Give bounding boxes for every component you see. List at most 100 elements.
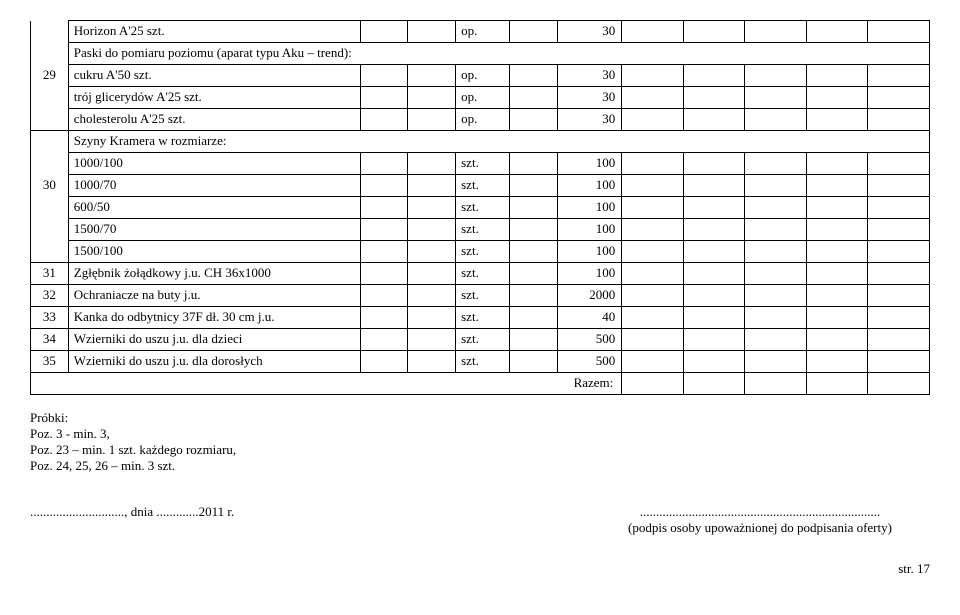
footer-line3: Poz. 23 – min. 1 szt. każdego rozmiaru,: [30, 442, 930, 458]
row-blank: [806, 219, 868, 241]
row-name: trój glicerydów A'25 szt.: [68, 87, 360, 109]
row-blank: [408, 175, 456, 197]
row-name: 1000/70: [68, 175, 360, 197]
row-blank: [745, 285, 807, 307]
row-blank: [868, 153, 930, 175]
row-blank: [509, 263, 557, 285]
row-blank: [622, 197, 684, 219]
row-blank: [868, 21, 930, 43]
row-blank: [622, 219, 684, 241]
row-qty: 100: [557, 219, 622, 241]
row-name: Zgłębnik żołądkowy j.u. CH 36x1000: [68, 263, 360, 285]
row-blank: [806, 153, 868, 175]
row-blank: [360, 329, 408, 351]
row-blank: [622, 153, 684, 175]
row-blank: [683, 351, 745, 373]
row-name: 1500/70: [68, 219, 360, 241]
row-blank: [408, 241, 456, 263]
row-blank: [806, 65, 868, 87]
razem-blank: [745, 373, 807, 395]
row-blank: [868, 109, 930, 131]
row-blank: [509, 329, 557, 351]
row-blank: [868, 175, 930, 197]
row-blank: [745, 197, 807, 219]
row-num: [31, 109, 69, 131]
razem-blank: [683, 373, 745, 395]
row-name: Horizon A'25 szt.: [68, 21, 360, 43]
row-blank: [360, 219, 408, 241]
row-qty: 2000: [557, 285, 622, 307]
row-name: Wzierniki do uszu j.u. dla dorosłych: [68, 351, 360, 373]
row-blank: [683, 307, 745, 329]
row-blank: [683, 21, 745, 43]
row-blank: [806, 329, 868, 351]
row-qty: 100: [557, 175, 622, 197]
row-blank: [683, 285, 745, 307]
row-blank: [745, 241, 807, 263]
row-blank: [509, 175, 557, 197]
row-blank: [683, 109, 745, 131]
row-blank: [745, 329, 807, 351]
row-blank: [509, 307, 557, 329]
row-blank: [683, 87, 745, 109]
date-line: ............................., dnia ....…: [30, 504, 234, 536]
row-num: [31, 87, 69, 109]
row-blank: [745, 219, 807, 241]
row-qty: 500: [557, 351, 622, 373]
row-blank: [509, 241, 557, 263]
row-blank: [806, 197, 868, 219]
razem-blank: [868, 373, 930, 395]
row-unit: szt.: [456, 153, 510, 175]
row-blank: [408, 87, 456, 109]
row-blank: [509, 219, 557, 241]
row-blank: [868, 329, 930, 351]
row-unit: szt.: [456, 241, 510, 263]
row-blank: [622, 65, 684, 87]
row-blank: [745, 65, 807, 87]
row-num: 34: [31, 329, 69, 351]
row-blank: [683, 329, 745, 351]
row-blank: [408, 285, 456, 307]
row-blank: [868, 263, 930, 285]
row-num: 31: [31, 263, 69, 285]
row-blank: [622, 109, 684, 131]
row-name: Kanka do odbytnicy 37F dł. 30 cm j.u.: [68, 307, 360, 329]
row-blank: [622, 263, 684, 285]
row-num: 30: [31, 175, 69, 197]
signature-block: ........................................…: [590, 504, 930, 536]
row-qty: 100: [557, 263, 622, 285]
row-blank: [408, 65, 456, 87]
row-blank: [360, 153, 408, 175]
row-blank: [509, 21, 557, 43]
row-unit: szt.: [456, 351, 510, 373]
footer-notes: Próbki: Poz. 3 - min. 3, Poz. 23 – min. …: [30, 410, 930, 474]
row-blank: [360, 109, 408, 131]
footer-line2: Poz. 3 - min. 3,: [30, 426, 930, 442]
row-qty: 100: [557, 241, 622, 263]
row-blank: [408, 21, 456, 43]
row-num: 29: [31, 65, 69, 87]
row-blank: [408, 153, 456, 175]
row-blank: [806, 307, 868, 329]
row-blank: [408, 351, 456, 373]
row-name: cukru A'50 szt.: [68, 65, 360, 87]
row-blank: [622, 351, 684, 373]
row-blank: [360, 65, 408, 87]
row-blank: [622, 307, 684, 329]
row-blank: [360, 21, 408, 43]
row-unit: szt.: [456, 307, 510, 329]
razem-label: Razem:: [31, 373, 622, 395]
row-blank: [806, 263, 868, 285]
row-blank: [806, 175, 868, 197]
row-num: [31, 153, 69, 175]
row-blank: [622, 285, 684, 307]
row-blank: [408, 197, 456, 219]
row-name: 1500/100: [68, 241, 360, 263]
row-name: Ochraniacze na buty j.u.: [68, 285, 360, 307]
row-blank: [745, 21, 807, 43]
row-unit: szt.: [456, 175, 510, 197]
row-blank: [509, 87, 557, 109]
row-blank: [622, 87, 684, 109]
row-num: 33: [31, 307, 69, 329]
row-blank: [509, 351, 557, 373]
